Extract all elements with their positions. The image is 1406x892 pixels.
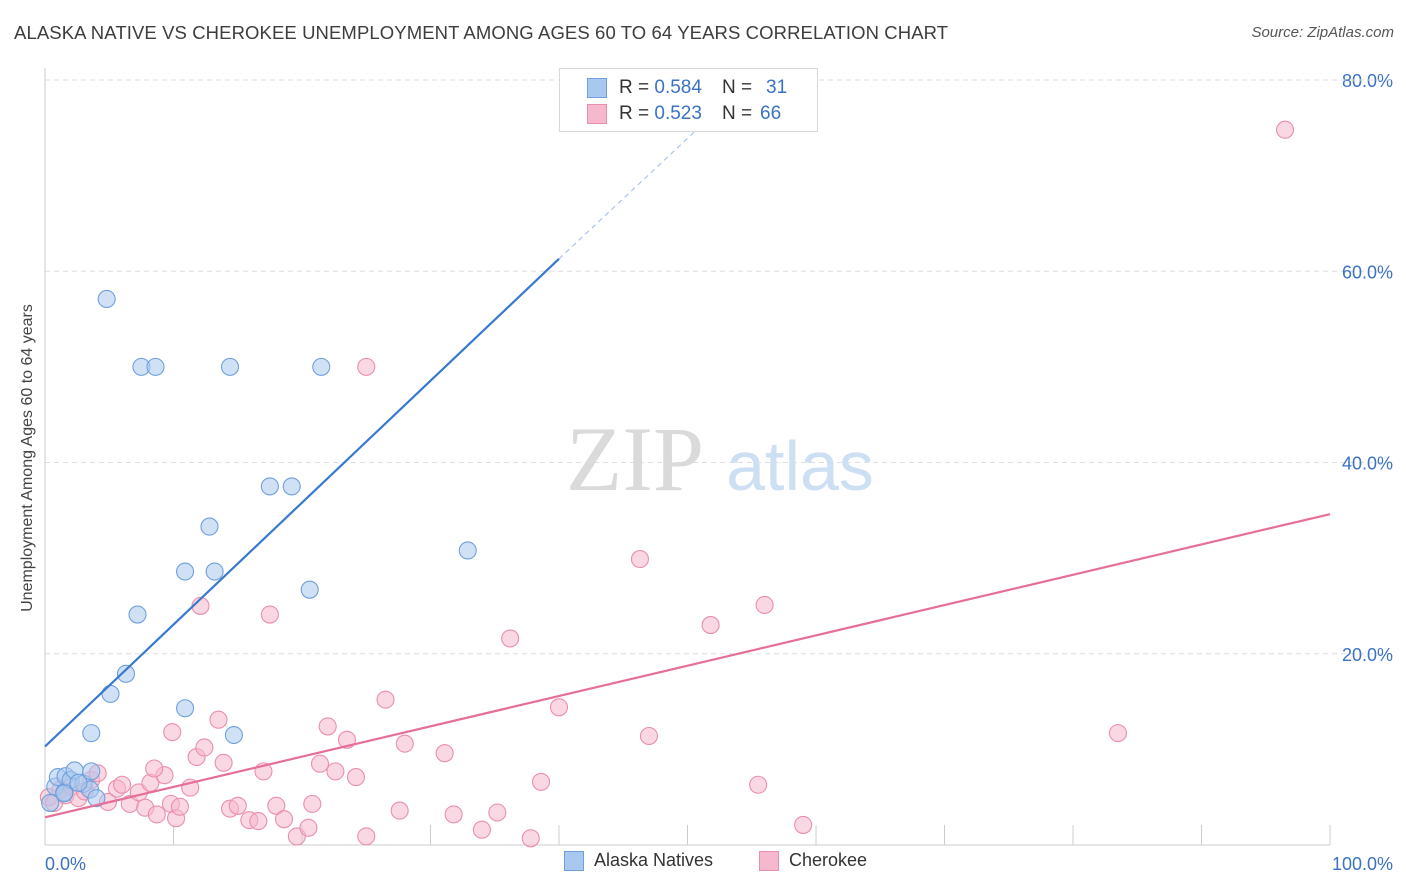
cherokee-point bbox=[113, 775, 132, 794]
cherokee-point bbox=[346, 768, 366, 787]
y-axis-label: Unemployment Among Ages 60 to 64 years bbox=[19, 304, 36, 612]
x-tick-label: 100.0% bbox=[1332, 854, 1393, 874]
alaska-point bbox=[176, 699, 195, 718]
alaska-r-value: 0.584 bbox=[654, 77, 702, 98]
alaska-point bbox=[300, 580, 319, 599]
cherokee-point bbox=[214, 753, 233, 772]
alaska-point bbox=[260, 477, 279, 496]
cherokee-point bbox=[274, 810, 294, 829]
alaska-point bbox=[128, 605, 147, 624]
alaska-point bbox=[101, 684, 120, 703]
cherokee-point bbox=[501, 629, 520, 648]
cherokee-point bbox=[755, 595, 774, 615]
alaska-point bbox=[55, 784, 74, 803]
cherokee-point bbox=[209, 710, 228, 729]
cherokee-point bbox=[1108, 724, 1128, 743]
cherokee-point bbox=[303, 794, 322, 813]
cherokee-point bbox=[749, 775, 768, 794]
legend-row-alaska: R = 0.584 N = 31 bbox=[587, 77, 787, 99]
correlation-legend: R = 0.584 N = 31 R = 0.523 N = 66 bbox=[559, 68, 818, 132]
cherokee-point bbox=[299, 818, 318, 837]
alaska-point bbox=[116, 664, 136, 683]
cherokee-point bbox=[794, 815, 813, 834]
cherokee-point bbox=[357, 827, 376, 846]
alaska-point bbox=[282, 477, 301, 496]
bottom-legend-cherokee: Cherokee bbox=[759, 850, 867, 871]
x-tick-label: 0.0% bbox=[45, 854, 86, 874]
alaska-point bbox=[205, 562, 224, 581]
alaska-point bbox=[146, 357, 165, 376]
alaska-point bbox=[176, 562, 195, 581]
alaska-point bbox=[69, 773, 88, 792]
cherokee-point bbox=[1275, 120, 1295, 139]
cherokee-point bbox=[390, 801, 409, 820]
cherokee-swatch bbox=[587, 104, 607, 124]
cherokee-point bbox=[249, 812, 268, 831]
cherokee-point bbox=[549, 698, 569, 717]
cherokee-point bbox=[195, 738, 214, 757]
cherokee-trend-line bbox=[44, 513, 1331, 819]
cherokee-point bbox=[639, 726, 659, 746]
alaska-point bbox=[458, 541, 477, 560]
cherokee-n-value: 66 bbox=[760, 103, 782, 124]
cherokee-point bbox=[395, 734, 414, 753]
alaska-point bbox=[82, 724, 101, 743]
watermark-atlas: atlas bbox=[726, 427, 874, 505]
cherokee-r-label: R = bbox=[619, 103, 650, 124]
chart-title: ALASKA NATIVE VS CHEROKEE UNEMPLOYMENT A… bbox=[14, 22, 949, 43]
alaska-n-label: N = bbox=[721, 77, 753, 98]
cherokee-point bbox=[267, 796, 286, 815]
y-tick-label: 20.0% bbox=[1342, 645, 1393, 665]
legend-row-cherokee: R = 0.523 N = 66 bbox=[587, 103, 781, 125]
cherokee-point bbox=[170, 797, 189, 816]
cherokee-point bbox=[357, 357, 376, 376]
alaska-n-value: 31 bbox=[766, 77, 788, 98]
cherokee-point bbox=[145, 759, 164, 778]
alaska-point bbox=[220, 357, 240, 376]
cherokee-point bbox=[472, 820, 491, 839]
alaska-point bbox=[41, 793, 60, 812]
cherokee-point bbox=[318, 717, 337, 736]
cherokee-point bbox=[376, 690, 395, 709]
cherokee-point bbox=[326, 762, 345, 781]
alaska-bottom-swatch bbox=[564, 850, 584, 871]
cherokee-point bbox=[630, 550, 650, 569]
cherokee-r-value: 0.523 bbox=[654, 103, 702, 124]
cherokee-point bbox=[163, 723, 182, 742]
alaska-point bbox=[97, 289, 116, 309]
alaska-swatch bbox=[587, 78, 607, 98]
alaska-point bbox=[200, 517, 219, 536]
y-tick-label: 60.0% bbox=[1342, 262, 1393, 282]
alaska-trend-line bbox=[44, 258, 560, 748]
cherokee-point bbox=[444, 805, 463, 824]
watermark-zip: ZIP bbox=[566, 408, 704, 510]
cherokee-point bbox=[435, 744, 454, 763]
cherokee-point bbox=[228, 796, 247, 815]
cherokee-point bbox=[531, 772, 551, 791]
cherokee-point bbox=[147, 805, 166, 824]
y-tick-label: 80.0% bbox=[1342, 71, 1393, 91]
source-label: Source: ZipAtlas.com bbox=[1251, 24, 1394, 41]
alaska-bottom-label: Alaska Natives bbox=[594, 850, 714, 870]
cherokee-point bbox=[488, 803, 507, 822]
alaska-point bbox=[82, 762, 101, 781]
bottom-legend-alaska: Alaska Natives bbox=[564, 850, 713, 871]
alaska-r-label: R = bbox=[619, 77, 650, 98]
cherokee-bottom-label: Cherokee bbox=[789, 850, 868, 870]
alaska-point bbox=[224, 725, 243, 745]
cherokee-point bbox=[521, 829, 540, 848]
cherokee-point bbox=[310, 754, 330, 773]
cherokee-bottom-swatch bbox=[759, 850, 779, 871]
y-tick-label: 40.0% bbox=[1342, 454, 1393, 474]
alaska-point bbox=[87, 789, 106, 808]
cherokee-point bbox=[260, 605, 279, 624]
cherokee-n-label: N = bbox=[721, 103, 753, 124]
cherokee-point bbox=[701, 616, 720, 635]
alaska-point bbox=[312, 357, 331, 376]
